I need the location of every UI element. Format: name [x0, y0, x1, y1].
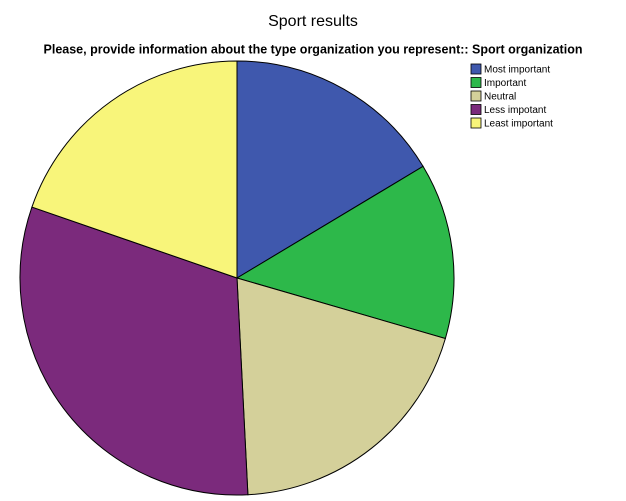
- legend-label: Most important: [484, 65, 550, 76]
- legend-label: Important: [484, 78, 526, 89]
- legend-label: Less impotant: [484, 105, 546, 116]
- legend-swatch: [470, 90, 482, 102]
- legend-swatch: [470, 77, 482, 88]
- pie-slice: [236, 60, 424, 279]
- pie-slice: [236, 277, 447, 496]
- legend-label: Neutral: [484, 92, 516, 103]
- pie-slice: [31, 60, 238, 279]
- chart-subtitle: Please, provide information about the ty…: [44, 42, 583, 56]
- legend-label: Least important: [484, 119, 553, 130]
- pie-slice: [235, 165, 455, 340]
- legend-swatch: [470, 117, 482, 129]
- legend-swatch: [470, 63, 482, 75]
- chart-title: Sport results: [268, 13, 358, 30]
- legend-swatch: [470, 104, 482, 115]
- pie-slice: [19, 206, 249, 496]
